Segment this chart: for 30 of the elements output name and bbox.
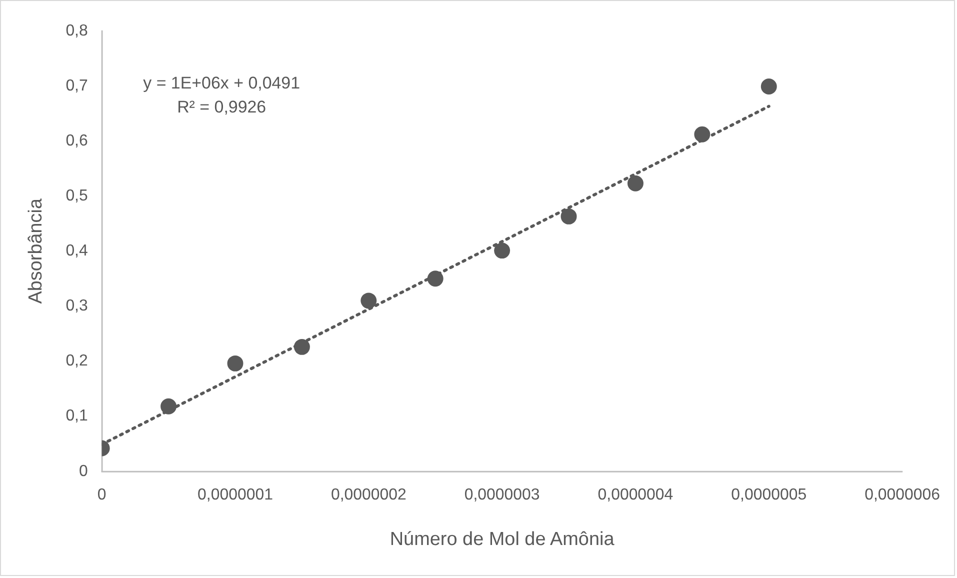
- point: [694, 126, 710, 142]
- x-axis-title: Número de Mol de Amônia: [390, 528, 615, 550]
- point: [760, 78, 777, 94]
- x-tick-label: 0,0000005: [731, 486, 807, 504]
- y-axis-title: Absorbância: [26, 198, 47, 304]
- point: [627, 175, 644, 192]
- y-tick-label: 0,2: [66, 352, 88, 370]
- y-tick-label: 0,8: [66, 22, 88, 40]
- point: [427, 270, 444, 287]
- point: [227, 355, 244, 372]
- y-tick-label: 0,6: [66, 132, 88, 150]
- x-tick-label: 0,0000003: [464, 486, 540, 504]
- point: [294, 338, 310, 355]
- y-tick-label: 0,1: [66, 408, 88, 425]
- y-tick-label: 0,3: [66, 298, 88, 315]
- y-tick-label: 0,4: [66, 242, 88, 260]
- x-tick-label: 0,0000002: [330, 486, 406, 504]
- x-tick-label: 0: [97, 486, 106, 504]
- point: [360, 292, 377, 309]
- y-tick-label: 0,7: [66, 77, 88, 94]
- annotation: y = 1E+06x + 0,0491: [143, 73, 300, 92]
- y-tick-label: 0: [78, 462, 88, 480]
- point: [560, 208, 577, 224]
- point: [160, 398, 177, 414]
- x-tick-label: 0,0000004: [598, 486, 674, 504]
- annotation: R² = 0,9926: [177, 97, 266, 116]
- y-tick-label: 0,5: [66, 187, 88, 204]
- x-tick-label: 0,0000001: [198, 486, 274, 504]
- x-tick-label: 0,0000006: [864, 486, 940, 504]
- point: [494, 242, 510, 259]
